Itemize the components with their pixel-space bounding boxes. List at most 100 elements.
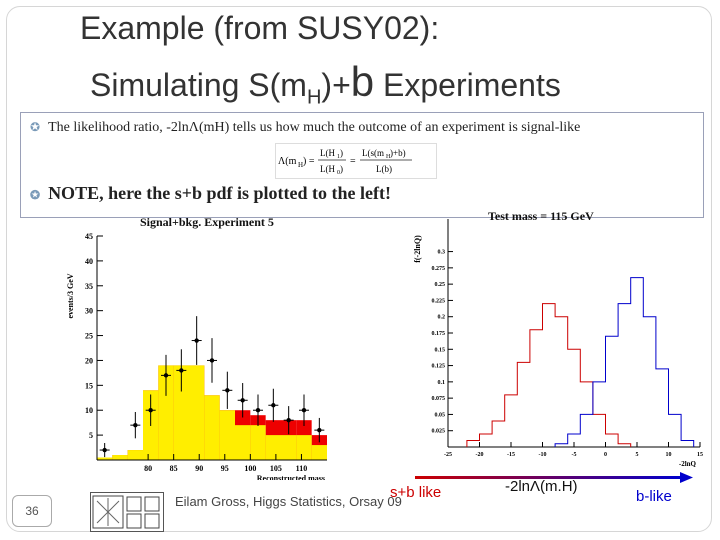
bullet-likelihood: ✪ The likelihood ratio, -2lnΛ(mH) tells u…: [30, 120, 581, 135]
background-bar: [158, 365, 174, 460]
y-tick-label: 25: [85, 332, 93, 341]
y-tick-label: 40: [85, 257, 93, 266]
data-point: [179, 368, 184, 373]
x-tick-label: 105: [270, 464, 282, 473]
data-point: [225, 388, 230, 393]
y-tick-label: 0.15: [435, 347, 446, 353]
left-chart-title: Signal+bkg. Experiment 5: [140, 215, 274, 229]
y-tick-label: 5: [89, 431, 93, 440]
y-axis-label: f(-2lnQ): [413, 235, 422, 263]
b-pdf-line: [554, 277, 695, 447]
y-tick-label: 0.3: [438, 250, 446, 256]
x-tick-label: -25: [444, 452, 452, 458]
background-bar: [281, 435, 297, 460]
data-point: [240, 398, 245, 403]
x-tick-label: 85: [170, 464, 178, 473]
y-tick-label: 0.05: [435, 412, 446, 418]
y-tick-label: 0.2: [438, 315, 446, 321]
label-b-like: b-like: [636, 488, 672, 505]
x-tick-label: 80: [144, 464, 152, 473]
svg-text:L(H: L(H: [320, 148, 335, 158]
slide-title-line1: Example (from SUSY02):: [80, 10, 440, 46]
background-bar: [112, 455, 128, 460]
arrow-gradient-line: [415, 472, 693, 483]
svg-text:Λ(m: Λ(m: [278, 156, 297, 167]
data-point: [317, 427, 322, 433]
footer-author: Eilam Gross, Higgs Statistics, Orsay 09: [175, 494, 402, 509]
svg-text:0: 0: [337, 170, 340, 176]
x-axis-label: -2lnQ: [679, 460, 697, 468]
svg-text:)+b): )+b): [390, 148, 406, 158]
background-bar: [296, 435, 312, 460]
x-tick-label: 10: [666, 452, 672, 458]
background-bar: [204, 395, 220, 460]
background-bar: [235, 425, 251, 460]
bullet-marker-icon: ✪: [30, 188, 41, 202]
right-chart: 0.025 0.05 0.075 0.1 0.125 0.15 0.175 0.2 0.225 0…: [413, 219, 703, 468]
x-tick-label: -15: [507, 452, 515, 458]
y-tick-label: 0.175: [432, 331, 446, 337]
y-tick-label: 45: [85, 232, 93, 241]
bullet-marker-icon: ✪: [30, 120, 41, 134]
right-chart-title: Test mass = 115 GeV: [488, 209, 594, 223]
svg-text:1: 1: [337, 154, 340, 160]
background-bar: [250, 425, 266, 460]
slide-title-line2: Simulating S(mH)+b Experiments: [90, 58, 561, 109]
svg-text:L(s(m: L(s(m: [362, 148, 384, 158]
x-axis-label: Reconstructed mass: [257, 474, 325, 480]
slide-number: 36: [12, 495, 52, 527]
background-bar: [219, 410, 235, 460]
bullet-note: ✪ NOTE, here the s+b pdf is plotted to th…: [30, 183, 391, 203]
background-bar: [189, 365, 205, 460]
x-tick-label: 110: [296, 464, 308, 473]
data-point: [102, 447, 107, 453]
y-tick-label: 0.075: [432, 396, 446, 402]
svg-text:=: =: [350, 156, 356, 167]
data-point: [133, 422, 138, 428]
svg-text:H: H: [298, 161, 303, 169]
data-point: [301, 408, 307, 413]
content-box: [20, 112, 704, 218]
data-point: [286, 417, 291, 423]
x-tick-label: -5: [572, 452, 577, 458]
svg-text:L(b): L(b): [376, 164, 392, 174]
y-tick-label: 10: [85, 406, 93, 415]
x-tick-label: -20: [476, 452, 484, 458]
y-tick-label: 35: [85, 282, 93, 291]
label-minus2lnlambda: -2lnΛ(m.H): [505, 478, 578, 495]
y-axis-label: events/3 GeV: [66, 273, 75, 318]
x-tick-label: 100: [244, 464, 256, 473]
x-tick-label: 95: [221, 464, 229, 473]
y-tick-label: 15: [85, 381, 93, 390]
data-point: [194, 338, 199, 343]
svg-text:): ): [340, 164, 343, 174]
data-point: [148, 408, 153, 413]
slide-frame: [6, 6, 712, 532]
y-tick-label: 0.125: [432, 364, 446, 370]
x-tick-label: 0: [604, 452, 607, 458]
formula-svg: Λ(m H) = L(H 1) L(H 0) = L(s(m H)+b) L(b): [278, 148, 412, 176]
svg-text:H: H: [386, 154, 391, 160]
likelihood-formula: Λ(m H) = L(H 1) L(H 0) = L(s(m H)+b) L(b): [275, 143, 437, 179]
background-bar: [311, 445, 327, 460]
svg-text:L(H: L(H: [320, 164, 335, 174]
y-tick-label: 20: [85, 356, 93, 365]
y-tick-label: 0.225: [432, 298, 446, 304]
institution-logo: [90, 492, 164, 532]
background-bar: [97, 457, 113, 460]
y-tick-label: 0.025: [432, 429, 446, 435]
data-point: [209, 358, 215, 363]
y-tick-label: 0.275: [432, 266, 446, 272]
data-point: [271, 403, 276, 408]
sb-pdf-line: [466, 303, 632, 447]
background-bar: [127, 450, 143, 460]
background-bar: [265, 435, 281, 460]
data-point: [255, 408, 261, 413]
svg-text:) =: ) =: [303, 156, 315, 167]
y-tick-label: 0.1: [438, 380, 446, 386]
label-sb-like: s+b like: [390, 484, 442, 501]
x-tick-label: 5: [636, 452, 639, 458]
data-point: [163, 373, 169, 378]
y-tick-label: 30: [85, 307, 93, 316]
svg-text:): ): [340, 148, 343, 158]
